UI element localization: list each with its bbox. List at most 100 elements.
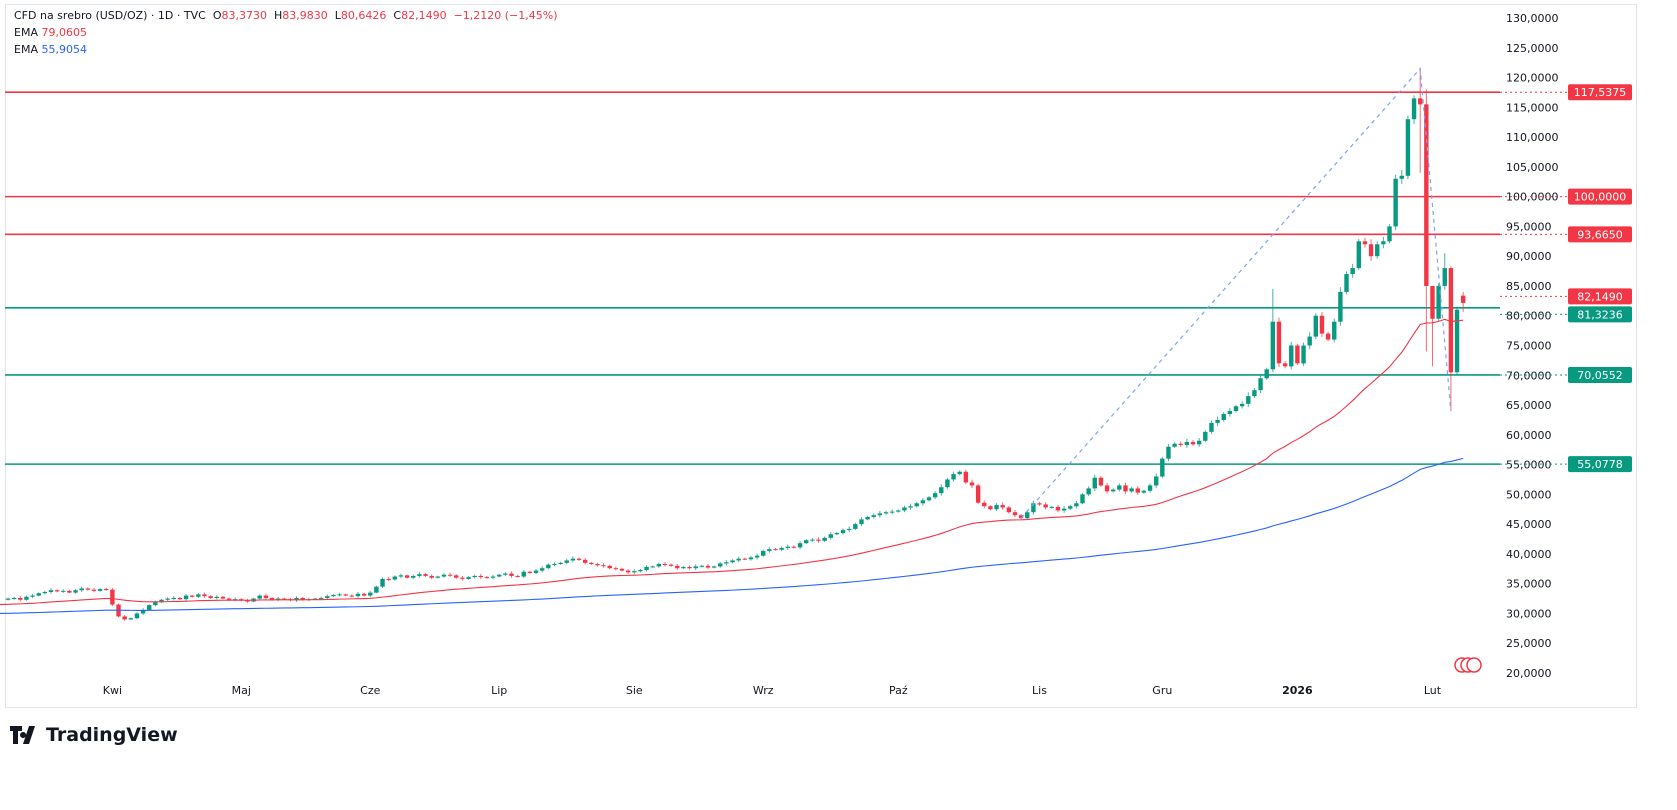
candle-body	[73, 590, 78, 593]
candle-body	[349, 595, 355, 597]
ema-slow-legend[interactable]: EMA 55,9054	[14, 43, 87, 56]
candle-body	[859, 519, 864, 525]
ema-fast-legend[interactable]: EMA 79,0605	[14, 26, 87, 39]
candle-body	[668, 564, 674, 566]
candle-body	[920, 500, 926, 504]
candle-body	[1301, 345, 1306, 364]
level-price-tag	[1568, 226, 1632, 243]
candle-body	[1215, 419, 1220, 423]
candle-body	[589, 562, 594, 565]
y-tick-label: 110,0000	[1506, 131, 1559, 144]
candle-body	[355, 593, 361, 597]
candle-body	[804, 540, 809, 544]
candle-body	[18, 597, 23, 600]
candle-body	[908, 506, 913, 508]
candle-body	[625, 570, 631, 573]
candle-body	[834, 533, 840, 535]
price-chart[interactable]: 130,0000 125,0000 120,0000 115,0000 110,0000…	[0, 0, 1677, 720]
candle-body	[632, 571, 637, 573]
tradingview-logo[interactable]: TradingView	[10, 724, 178, 746]
candle-body	[951, 474, 956, 480]
candle-body	[134, 613, 140, 619]
x-tick-label: Lis	[1032, 684, 1047, 697]
candle-body	[1160, 458, 1165, 477]
candle-body	[484, 577, 490, 579]
candle-body	[1325, 333, 1331, 340]
ema-slow-line	[0, 457, 1464, 615]
candle-body	[1418, 98, 1423, 105]
level-price-tag	[1568, 366, 1632, 383]
candle-body	[1000, 505, 1005, 508]
candle-body	[527, 571, 533, 573]
candle-body	[564, 560, 569, 563]
candle-body	[1111, 489, 1116, 492]
candle-body	[1270, 321, 1276, 370]
candle-body	[1362, 241, 1368, 245]
candle-body	[613, 568, 619, 570]
candle-body	[361, 593, 367, 596]
x-tick-label: Paź	[889, 684, 908, 697]
candle-body	[1289, 345, 1294, 367]
level-price-label: 70,0552	[1577, 369, 1623, 382]
candle-body	[699, 565, 705, 567]
candle-body	[816, 539, 821, 541]
candle-body	[1037, 503, 1042, 505]
last-price-label: 82,1490	[1577, 290, 1623, 303]
candle-body	[1454, 309, 1460, 373]
candle-body	[171, 597, 176, 599]
candle-body	[91, 589, 97, 591]
open-value: 83,3730	[221, 9, 267, 22]
y-tick-label: 130,0000	[1506, 12, 1559, 25]
candle-body	[1399, 175, 1404, 179]
candle-body	[398, 575, 404, 577]
candle-body	[994, 505, 999, 510]
candle-body	[1141, 490, 1147, 493]
candle-body	[1031, 503, 1036, 513]
candle-body	[497, 574, 502, 577]
candle-body	[1448, 268, 1454, 373]
candle-body	[1307, 336, 1312, 346]
candle-body	[521, 571, 526, 577]
candle-body	[331, 594, 336, 597]
candle-body	[1221, 413, 1226, 420]
candle-body	[883, 512, 889, 514]
open-label: O	[212, 9, 222, 22]
y-tick-label: 90,0000	[1506, 250, 1552, 263]
candle-body	[1006, 507, 1012, 513]
candle-body	[190, 595, 195, 597]
candle-body	[54, 590, 60, 592]
candle-body	[889, 511, 895, 513]
candle-body	[1344, 274, 1349, 292]
candle-body	[1258, 378, 1263, 391]
candle-body	[208, 596, 213, 598]
candle-body	[24, 596, 29, 600]
y-tick-label: 40,0000	[1506, 548, 1552, 561]
candle-body	[1252, 390, 1257, 397]
candle-body	[67, 590, 72, 593]
level-price-tag	[1568, 456, 1632, 473]
candle-body	[257, 595, 262, 599]
candle-body	[128, 618, 133, 620]
candle-body	[503, 573, 508, 575]
candle-body	[619, 568, 625, 571]
candle-body	[282, 598, 287, 600]
candle-body	[325, 596, 330, 598]
candle-body	[969, 482, 975, 486]
candle-body	[761, 550, 766, 556]
candle-body	[1405, 119, 1411, 176]
candle-body	[1313, 315, 1319, 337]
candle-body	[263, 595, 269, 598]
candle-body	[423, 574, 428, 576]
candle-body	[1430, 285, 1435, 319]
candle-body	[140, 609, 146, 614]
low-label: L	[334, 9, 341, 22]
candle-body	[1074, 503, 1079, 507]
candle-body	[214, 596, 219, 598]
us-flag-icon	[1466, 657, 1482, 673]
candle-body	[1332, 321, 1337, 340]
ema-slow-label: EMA	[14, 43, 38, 56]
candle-body	[202, 594, 207, 597]
y-tick-label: 45,0000	[1506, 518, 1552, 531]
candle-body	[11, 597, 17, 599]
candle-body	[392, 576, 398, 580]
